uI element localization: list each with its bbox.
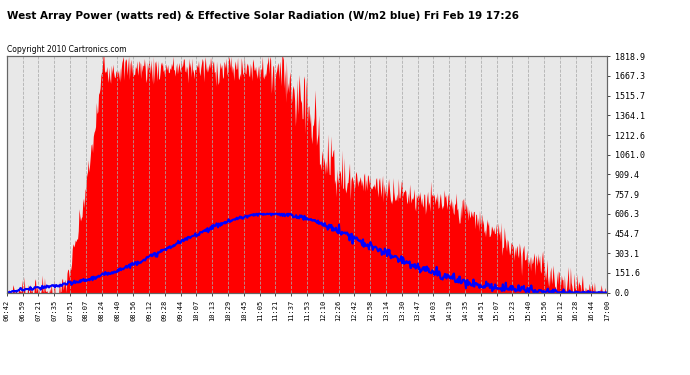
Text: West Array Power (watts red) & Effective Solar Radiation (W/m2 blue) Fri Feb 19 : West Array Power (watts red) & Effective… — [7, 11, 519, 21]
Text: Copyright 2010 Cartronics.com: Copyright 2010 Cartronics.com — [7, 45, 126, 54]
